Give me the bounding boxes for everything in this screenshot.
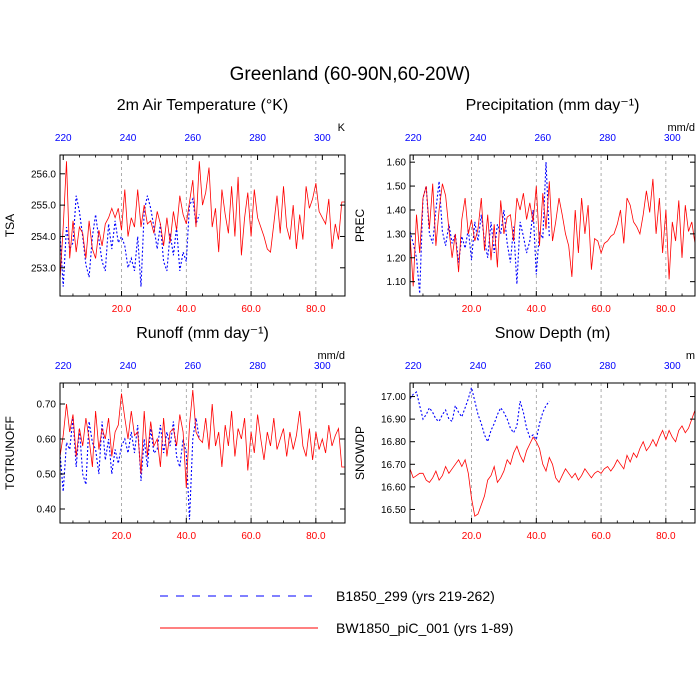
top-x-tick-label: 260 (184, 361, 201, 372)
top-x-tick-label: 260 (184, 133, 201, 144)
y-tick-label: 16.90 (381, 415, 406, 426)
panel-tsa: 2m Air Temperature (°K) 20.0 40.0 60.0 80.0 2… (3, 97, 346, 315)
plot-frame (409, 154, 696, 297)
top-x-tick-label: 280 (249, 361, 266, 372)
y-tick-label: 16.50 (381, 505, 406, 516)
y-tick-label: 0.50 (37, 470, 57, 481)
series-b1850-line (59, 417, 200, 520)
top-x-tick-label: 220 (405, 133, 422, 144)
top-x-tick-label: 280 (599, 361, 616, 372)
top-x-tick-label: 220 (55, 133, 72, 144)
y-tick-label: 1.10 (387, 277, 407, 288)
y-tick-label: 1.20 (387, 253, 407, 264)
top-x-tick-label: 240 (120, 361, 137, 372)
y-tick-label: 256.0 (31, 169, 56, 180)
top-x-tick-label: 260 (534, 133, 551, 144)
y-tick-label: 255.0 (31, 201, 56, 212)
x-tick-label: 60.0 (241, 531, 261, 542)
top-axis-unit: mm/d (318, 350, 346, 362)
panel-title: Precipitation (mm day⁻¹) (466, 97, 640, 114)
y-axis-label: TSA (3, 214, 17, 237)
series-b1850-line (59, 195, 200, 287)
x-tick-label: 20.0 (462, 531, 482, 542)
series-b1850-line (409, 385, 550, 444)
top-x-tick-label: 280 (249, 133, 266, 144)
x-tick-label: 80.0 (306, 531, 326, 542)
panel-totrunoff: Runoff (mm day⁻¹) 20.0 40.0 60.0 80.0 220 240 2… (3, 325, 346, 542)
y-axis-label: SNOWDP (353, 426, 367, 480)
series-bw1850-line (59, 161, 345, 281)
x-tick-label: 40.0 (177, 531, 197, 542)
x-tick-label: 40.0 (527, 531, 547, 542)
y-tick-label: 254.0 (31, 232, 56, 243)
x-tick-label: 20.0 (112, 304, 132, 315)
legend: B1850_299 (yrs 219-262) BW1850_piC_001 (… (160, 588, 513, 636)
plot-frame (59, 382, 346, 524)
plot-frame (409, 382, 696, 524)
top-x-tick-label: 300 (664, 133, 681, 144)
series-bw1850-line (409, 409, 696, 517)
x-tick-label: 20.0 (112, 531, 132, 542)
y-axis-label: PREC (353, 208, 367, 242)
top-x-tick-label: 220 (55, 361, 72, 372)
x-tick-label: 20.0 (462, 304, 482, 315)
top-x-tick-label: 260 (534, 361, 551, 372)
y-tick-label: 16.60 (381, 482, 406, 493)
panel-prec: Precipitation (mm day⁻¹) 20.0 40.0 60.0 80.0… (353, 97, 696, 315)
top-x-tick-label: 280 (599, 133, 616, 144)
x-tick-label: 60.0 (591, 304, 611, 315)
y-tick-label: 1.30 (387, 229, 407, 240)
y-tick-label: 1.60 (387, 158, 407, 169)
plot-frame (59, 154, 346, 297)
top-x-tick-label: 300 (664, 361, 681, 372)
y-axis-label: TOTRUNOFF (3, 416, 17, 490)
x-tick-label: 80.0 (656, 531, 676, 542)
panel-snowdp: Snow Depth (m) 20.0 40.0 60.0 80.0 220 240 260 2… (353, 325, 696, 542)
legend-label-series-b: BW1850_piC_001 (yrs 1-89) (336, 620, 513, 636)
series-bw1850-line (409, 178, 696, 287)
series-bw1850-line (59, 389, 345, 489)
x-tick-label: 60.0 (241, 304, 261, 315)
x-tick-label: 40.0 (527, 304, 547, 315)
top-axis-unit: m (686, 350, 695, 362)
x-tick-label: 80.0 (656, 304, 676, 315)
panel-title: Runoff (mm day⁻¹) (136, 325, 269, 342)
y-tick-label: 253.0 (31, 263, 56, 274)
series-b1850-line (409, 162, 550, 294)
top-axis-unit: K (338, 122, 346, 134)
y-tick-label: 17.00 (381, 392, 406, 403)
y-tick-label: 0.40 (37, 505, 57, 516)
figure-title: Greenland (60-90N,60-20W) (230, 64, 471, 85)
x-tick-label: 80.0 (306, 304, 326, 315)
x-tick-label: 40.0 (177, 304, 197, 315)
y-tick-label: 1.50 (387, 182, 407, 193)
top-x-tick-label: 220 (405, 361, 422, 372)
top-x-tick-label: 240 (470, 361, 487, 372)
y-tick-label: 16.70 (381, 460, 406, 471)
legend-label-series-a: B1850_299 (yrs 219-262) (336, 588, 495, 604)
top-x-tick-label: 240 (120, 133, 137, 144)
top-x-tick-label: 300 (314, 133, 331, 144)
top-axis-unit: mm/d (668, 122, 696, 134)
y-tick-label: 16.80 (381, 437, 406, 448)
top-x-tick-label: 300 (314, 361, 331, 372)
x-tick-label: 60.0 (591, 531, 611, 542)
y-tick-label: 0.70 (37, 400, 57, 411)
panel-title: Snow Depth (m) (495, 325, 611, 342)
y-tick-label: 0.60 (37, 435, 57, 446)
y-tick-label: 1.40 (387, 205, 407, 216)
panels: 2m Air Temperature (°K) 20.0 40.0 60.0 80.0 2… (3, 97, 696, 542)
panel-title: 2m Air Temperature (°K) (117, 97, 289, 114)
top-x-tick-label: 240 (470, 133, 487, 144)
